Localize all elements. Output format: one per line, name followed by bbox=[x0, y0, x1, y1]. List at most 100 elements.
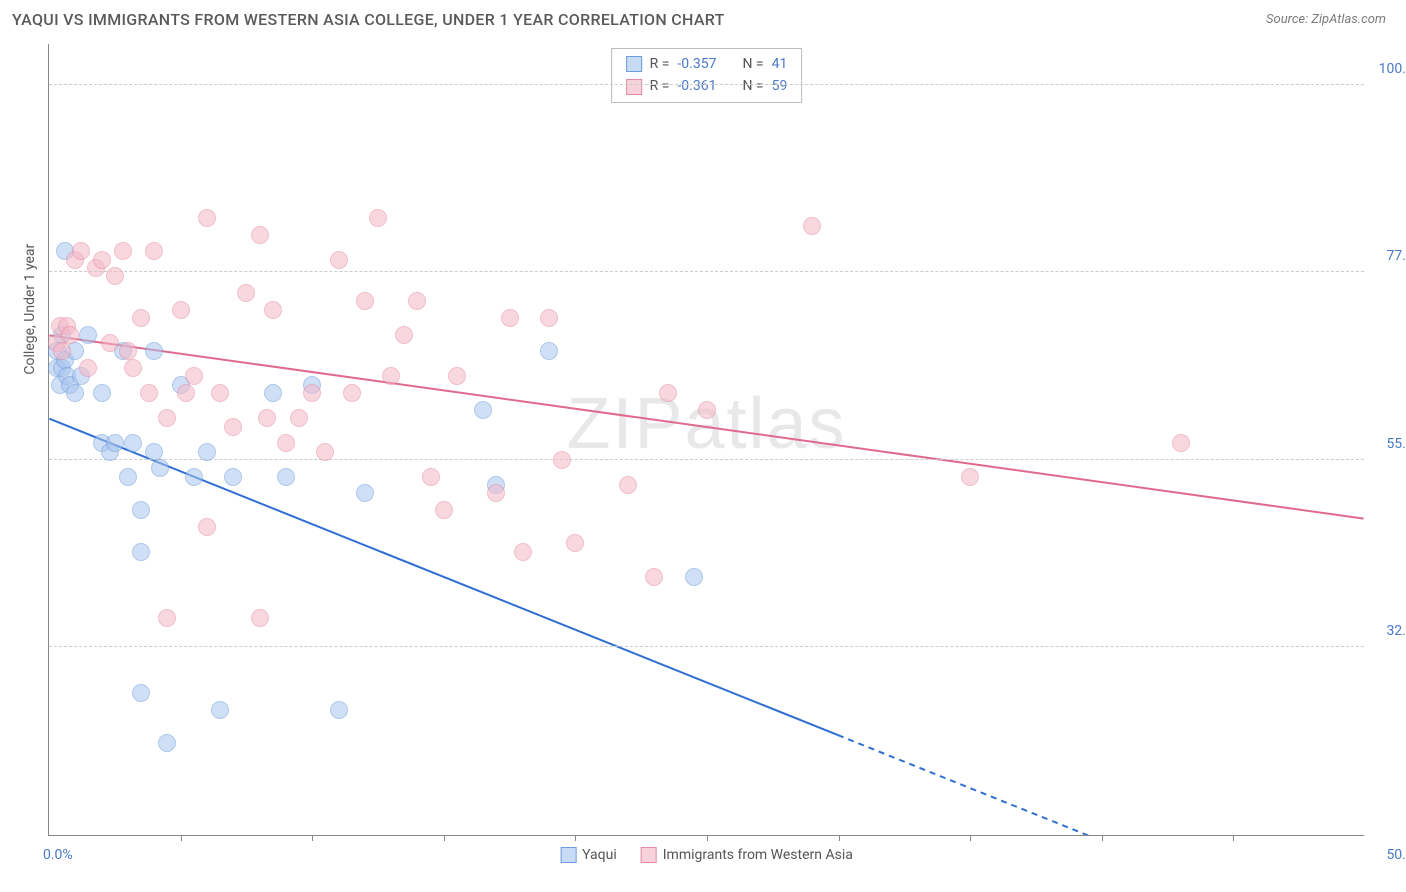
gridline bbox=[49, 271, 1364, 272]
data-point bbox=[251, 609, 269, 627]
data-point bbox=[185, 367, 203, 385]
data-point bbox=[145, 443, 163, 461]
gridline bbox=[49, 84, 1364, 85]
x-tick bbox=[444, 835, 445, 841]
data-point bbox=[566, 534, 584, 552]
data-point bbox=[258, 409, 276, 427]
data-point bbox=[330, 251, 348, 269]
x-tick bbox=[970, 835, 971, 841]
data-point bbox=[158, 409, 176, 427]
data-point bbox=[343, 384, 361, 402]
chart-title: YAQUI VS IMMIGRANTS FROM WESTERN ASIA CO… bbox=[12, 10, 725, 29]
legend-item-immigrants: Immigrants from Western Asia bbox=[641, 847, 853, 863]
data-point bbox=[145, 242, 163, 260]
data-point bbox=[124, 359, 142, 377]
data-point bbox=[619, 476, 637, 494]
data-point bbox=[474, 401, 492, 419]
data-point bbox=[553, 451, 571, 469]
chart-plot-area: ZIPatlas R = -0.357 N = 41 R = -0.361 N … bbox=[48, 44, 1364, 836]
y-tick-label: 55.0% bbox=[1386, 436, 1406, 452]
data-point bbox=[961, 468, 979, 486]
stat-r-value-immigrants: -0.361 bbox=[677, 75, 716, 97]
swatch-pink-icon bbox=[626, 79, 642, 95]
data-point bbox=[124, 434, 142, 452]
data-point bbox=[408, 292, 426, 310]
data-point bbox=[540, 309, 558, 327]
data-point bbox=[158, 609, 176, 627]
stat-n-value-immigrants: 59 bbox=[772, 75, 788, 97]
data-point bbox=[66, 384, 84, 402]
swatch-blue-icon bbox=[626, 56, 642, 72]
data-point bbox=[151, 459, 169, 477]
gridline bbox=[49, 459, 1364, 460]
legend-item-yaqui: Yaqui bbox=[560, 847, 617, 863]
data-point bbox=[79, 326, 97, 344]
x-tick bbox=[1102, 835, 1103, 841]
data-point bbox=[172, 301, 190, 319]
data-point bbox=[290, 409, 308, 427]
source-text: Source: ZipAtlas.com bbox=[1266, 12, 1386, 27]
data-point bbox=[330, 701, 348, 719]
data-point bbox=[132, 501, 150, 519]
legend-label-immigrants: Immigrants from Western Asia bbox=[663, 847, 853, 863]
data-point bbox=[53, 342, 71, 360]
x-tick bbox=[312, 835, 313, 841]
data-point bbox=[145, 342, 163, 360]
data-point bbox=[224, 418, 242, 436]
stat-n-label: N = bbox=[742, 53, 763, 75]
series-legend: Yaqui Immigrants from Western Asia bbox=[560, 847, 853, 863]
x-axis-max-label: 50.0% bbox=[1386, 847, 1406, 863]
data-point bbox=[356, 292, 374, 310]
data-point bbox=[803, 217, 821, 235]
x-tick bbox=[1233, 835, 1234, 841]
data-point bbox=[119, 468, 137, 486]
data-point bbox=[356, 484, 374, 502]
data-point bbox=[132, 543, 150, 561]
stat-r-label: R = bbox=[650, 75, 670, 97]
y-tick-label: 77.5% bbox=[1386, 248, 1406, 264]
y-tick-label: 32.5% bbox=[1386, 623, 1406, 639]
data-point bbox=[369, 209, 387, 227]
x-tick bbox=[839, 835, 840, 841]
y-tick-label: 100.0% bbox=[1379, 61, 1406, 77]
data-point bbox=[264, 301, 282, 319]
data-point bbox=[659, 384, 677, 402]
data-point bbox=[119, 342, 137, 360]
swatch-pink-icon bbox=[641, 847, 657, 863]
data-point bbox=[114, 242, 132, 260]
legend-label-yaqui: Yaqui bbox=[582, 847, 617, 863]
x-tick bbox=[707, 835, 708, 841]
data-point bbox=[645, 568, 663, 586]
stat-r-label: R = bbox=[650, 53, 670, 75]
x-axis-min-label: 0.0% bbox=[43, 847, 73, 863]
data-point bbox=[395, 326, 413, 344]
stat-n-label: N = bbox=[742, 75, 763, 97]
data-point bbox=[540, 342, 558, 360]
data-point bbox=[277, 468, 295, 486]
data-point bbox=[198, 518, 216, 536]
data-point bbox=[198, 209, 216, 227]
data-point bbox=[448, 367, 466, 385]
data-point bbox=[277, 434, 295, 452]
stats-legend-box: R = -0.357 N = 41 R = -0.361 N = 59 bbox=[611, 48, 803, 103]
watermark: ZIPatlas bbox=[566, 383, 846, 465]
data-point bbox=[224, 468, 242, 486]
data-point bbox=[316, 443, 334, 461]
stats-row-immigrants: R = -0.361 N = 59 bbox=[626, 75, 788, 97]
data-point bbox=[106, 434, 124, 452]
data-point bbox=[211, 701, 229, 719]
data-point bbox=[514, 543, 532, 561]
data-point bbox=[198, 443, 216, 461]
y-axis-title: College, Under 1 year bbox=[22, 244, 38, 375]
data-point bbox=[501, 309, 519, 327]
data-point bbox=[132, 684, 150, 702]
data-point bbox=[185, 468, 203, 486]
data-point bbox=[251, 226, 269, 244]
gridline bbox=[49, 646, 1364, 647]
data-point bbox=[93, 384, 111, 402]
stat-n-value-yaqui: 41 bbox=[772, 53, 788, 75]
data-point bbox=[264, 384, 282, 402]
data-point bbox=[140, 384, 158, 402]
regression-lines bbox=[49, 44, 1364, 835]
stat-r-value-yaqui: -0.357 bbox=[677, 53, 716, 75]
